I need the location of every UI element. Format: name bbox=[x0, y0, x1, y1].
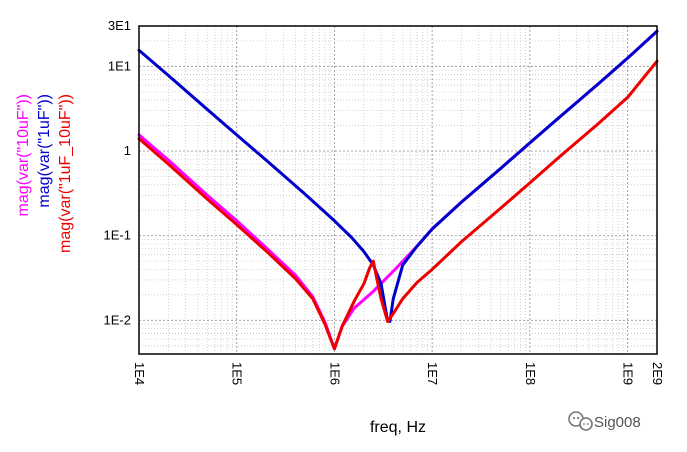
x-tick-label: 1E8 bbox=[523, 362, 538, 385]
y-tick-label: 1E-1 bbox=[104, 228, 131, 243]
stacked-y-axis-labels: mag(var("10uF")) mag(var("1uF")) mag(var("… bbox=[15, 94, 74, 253]
series-label-2: mag(var("1uF")) bbox=[36, 94, 53, 208]
x-tick-label: 1E4 bbox=[132, 362, 147, 385]
y-tick-label: 3E1 bbox=[108, 18, 131, 33]
series-line-3 bbox=[137, 59, 659, 351]
x-tick-label: 1E5 bbox=[230, 362, 245, 385]
x-tick-labels: 1E4 1E5 1E6 1E7 1E8 1E9 2E9 bbox=[132, 362, 665, 385]
plot-border bbox=[138, 25, 658, 355]
plot-area bbox=[137, 25, 659, 355]
series-label-3: mag(var("1uF_10uF")) bbox=[57, 94, 74, 253]
watermark: Sig008 bbox=[568, 411, 641, 431]
x-tick-label: 1E9 bbox=[621, 362, 636, 385]
series-label-1: mag(var("10uF")) bbox=[15, 94, 32, 217]
y-tick-label: 1 bbox=[124, 143, 131, 158]
grid-layer bbox=[138, 25, 658, 354]
wechat-icon bbox=[568, 411, 593, 431]
y-tick-label: 1E1 bbox=[108, 58, 131, 73]
x-tick-label: 1E7 bbox=[425, 362, 440, 385]
x-tick-label: 2E9 bbox=[650, 362, 665, 385]
y-tick-labels: 3E1 1E1 1 1E-1 1E-2 bbox=[104, 18, 131, 327]
y-tick-label: 1E-2 bbox=[104, 312, 131, 327]
plot-frame bbox=[139, 26, 657, 354]
watermark-text: Sig008 bbox=[594, 414, 641, 431]
series-layer bbox=[137, 29, 659, 351]
x-tick-label: 1E6 bbox=[327, 362, 342, 385]
x-axis-label: freq, Hz bbox=[370, 419, 426, 436]
